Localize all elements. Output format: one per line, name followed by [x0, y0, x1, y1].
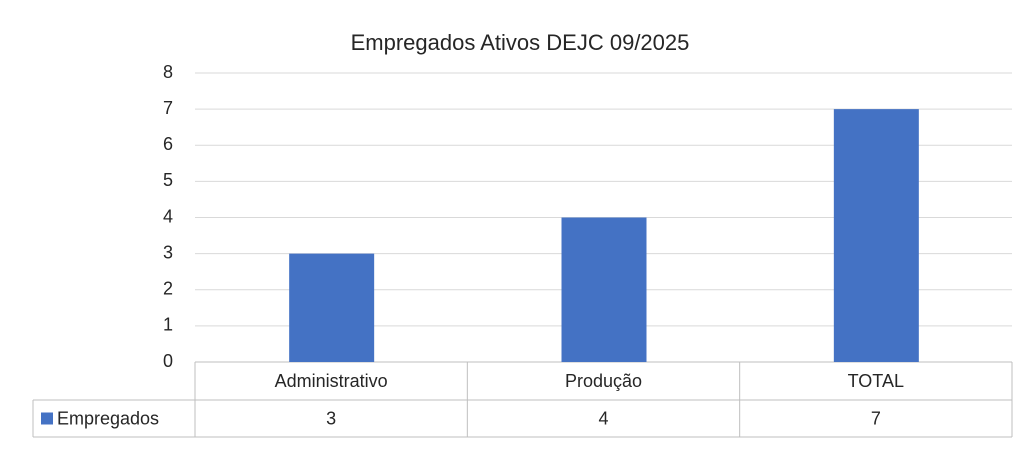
y-tick-label: 7 [163, 98, 173, 118]
bar [289, 253, 375, 362]
table-value: 4 [598, 408, 608, 428]
y-tick-label: 0 [163, 351, 173, 371]
table-value: 7 [871, 408, 881, 428]
y-tick-label: 5 [163, 170, 173, 190]
bar [833, 109, 919, 362]
y-tick-label: 3 [163, 242, 173, 262]
legend-swatch [41, 412, 53, 425]
x-tick-label: Produção [565, 371, 642, 391]
y-tick-label: 1 [163, 315, 173, 335]
legend-label: Empregados [57, 408, 159, 428]
x-tick-label: Administrativo [275, 371, 388, 391]
y-tick-label: 6 [163, 134, 173, 154]
y-tick-label: 4 [163, 206, 173, 226]
table-value: 3 [326, 408, 336, 428]
chart-title: Empregados Ativos DEJC 09/2025 [351, 30, 690, 55]
y-tick-label: 2 [163, 279, 173, 299]
bar [561, 217, 647, 362]
y-tick-label: 8 [163, 62, 173, 82]
x-tick-label: TOTAL [848, 371, 904, 391]
